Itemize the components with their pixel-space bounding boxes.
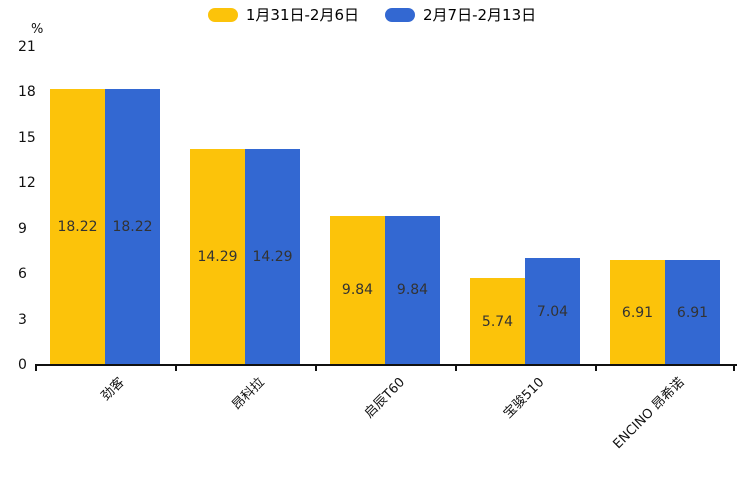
legend-item-period1[interactable]: 1月31日-2月6日 [207,6,359,24]
y-axis-tick-label: 3 [18,311,27,328]
bar-series2-cat1[interactable] [105,89,160,365]
x-axis-label: 劲客 [98,375,128,405]
y-axis-tick-label: 12 [18,175,36,192]
y-axis-tick-label: 6 [18,266,27,283]
bar-series1-cat1[interactable] [50,89,105,365]
x-axis-tick [595,366,597,371]
legend-swatch-period2-icon [385,8,415,22]
bar-series1-cat4[interactable] [470,278,525,365]
y-axis-tick-label: 15 [18,129,36,146]
x-axis-tick [175,366,177,371]
bar-series1-cat3[interactable] [330,215,385,365]
bar-series2-cat2[interactable] [245,148,300,365]
legend-item-period2[interactable]: 2月7日-2月13日 [385,6,536,24]
bar-series2-cat3[interactable] [385,215,440,365]
x-axis-tick [315,366,317,371]
legend-label-period2: 2月7日-2月13日 [423,6,537,24]
y-axis-unit-label: % [31,22,44,37]
bar-series2-cat5[interactable] [665,260,720,365]
x-axis-label: 昂科拉 [229,375,268,414]
bar-series1-cat5[interactable] [610,260,665,365]
bar-series2-cat4[interactable] [525,258,580,365]
x-axis-tick [733,366,735,371]
x-axis-label: ENCINO 昂希诺 [610,375,688,453]
x-axis-label: 宝骏510 [501,375,548,422]
x-axis-line [35,364,737,366]
legend-swatch-period1-icon [207,8,238,22]
x-axis-label: 启辰T60 [361,375,408,422]
y-axis-tick-label: 18 [18,84,36,101]
y-axis-tick-label: 0 [18,357,27,373]
y-axis-tick-label: 21 [18,39,36,55]
x-axis-tick [35,366,37,371]
legend-label-period1: 1月31日-2月6日 [245,6,359,24]
y-axis-tick-label: 9 [18,220,27,237]
legend: 1月31日-2月6日 2月7日-2月13日 [0,6,744,24]
bar-series1-cat2[interactable] [190,148,245,365]
x-axis-tick [455,366,457,371]
